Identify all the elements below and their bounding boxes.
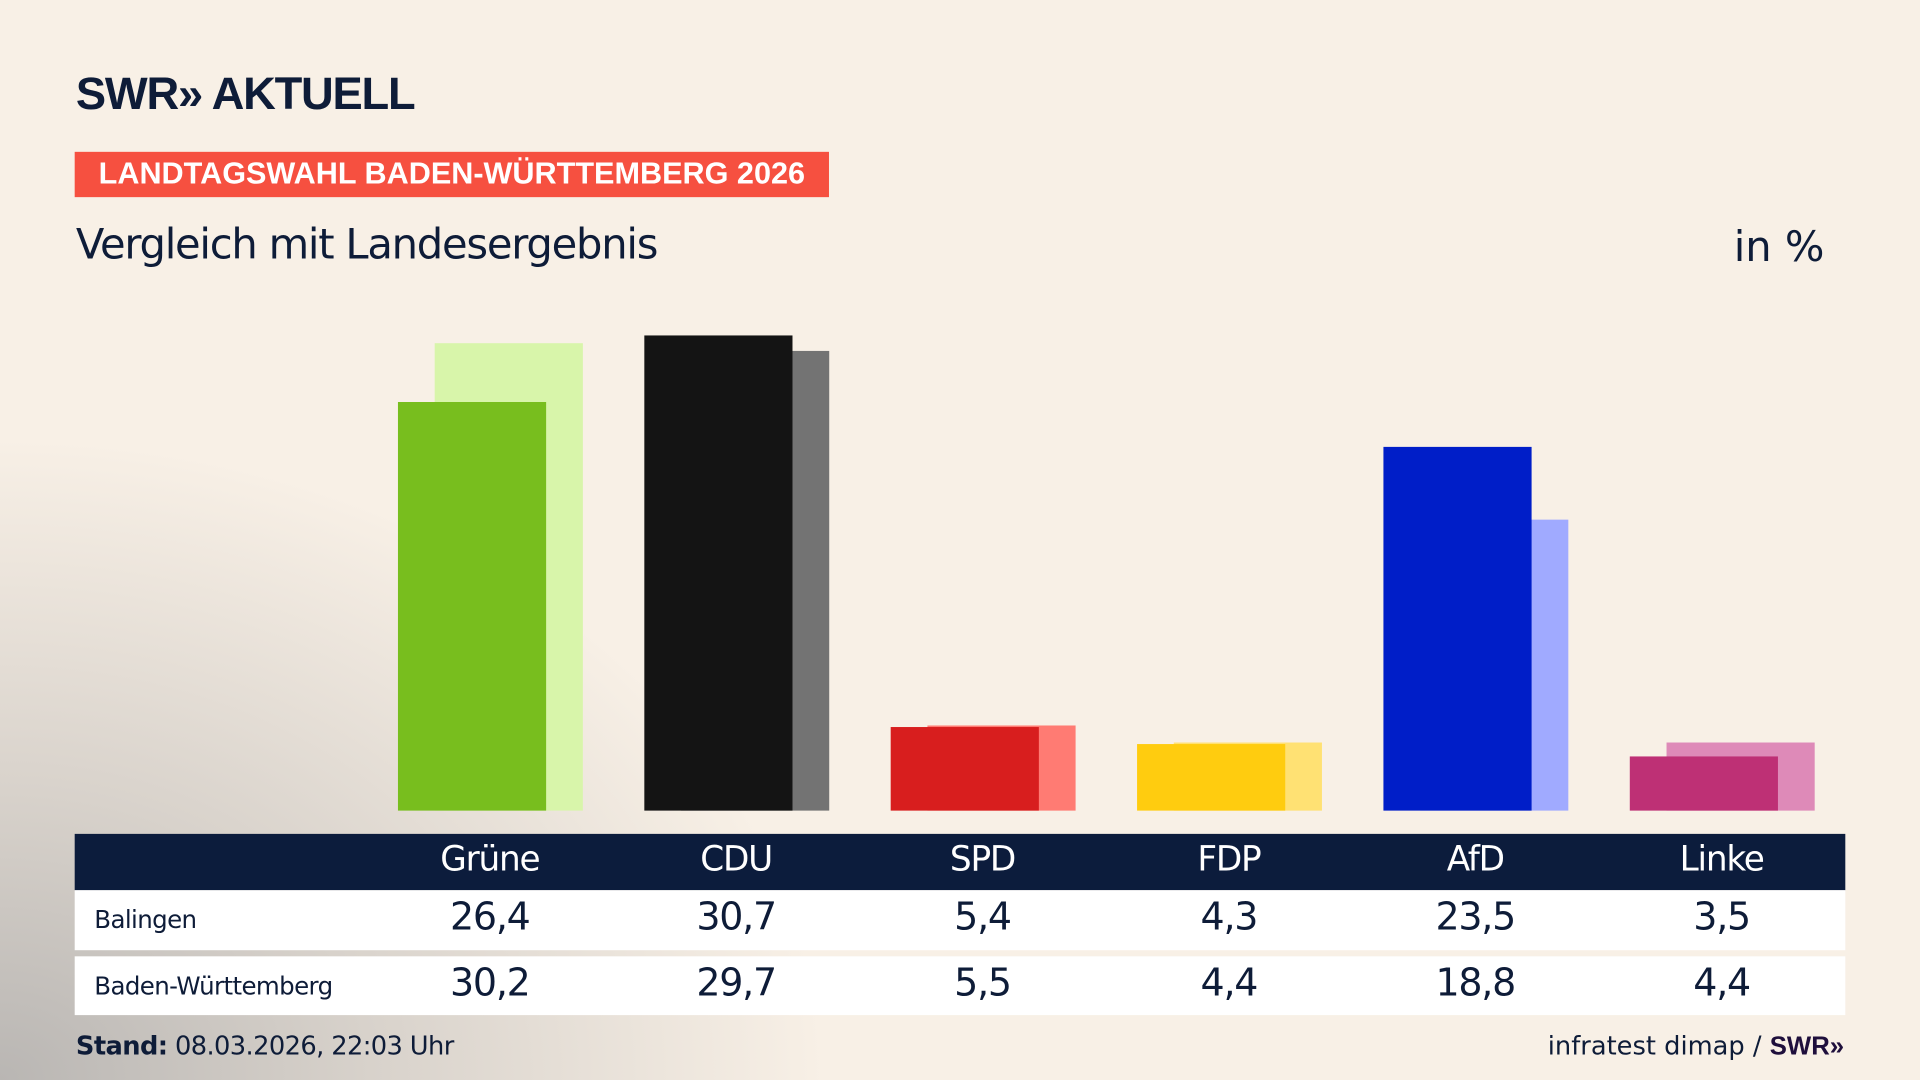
value-cell: 29,7 [696, 961, 777, 1006]
source-text: infratest dimap / [1547, 1031, 1770, 1061]
column-header: Grüne [440, 838, 540, 880]
row-label: Balingen [94, 904, 197, 935]
timestamp: Stand: 08.03.2026, 22:03 Uhr [76, 1031, 454, 1060]
value-cell: 5,5 [954, 961, 1012, 1006]
value-cell: 30,2 [449, 961, 531, 1006]
swr-logo: SWR» [1769, 1032, 1845, 1061]
table-row-baden-wuerttemberg: Baden-Württemberg 30,2 29,7 5,5 4,4 18,8 4,4 [74, 956, 1846, 1016]
column-header: CDU [700, 838, 773, 880]
stand-label: Stand: [75, 1031, 168, 1061]
value-cell: 30,7 [696, 895, 777, 940]
unit-label: in % [1733, 222, 1825, 272]
source: infratest dimap / SWR» [1548, 1031, 1844, 1062]
chart-subtitle: Vergleich mit Landesergebnis [75, 220, 658, 270]
value-cell: 5,4 [954, 895, 1012, 940]
column-header: SPD [949, 838, 1016, 880]
bar-balingen-cdu [644, 335, 793, 811]
bar-balingen-afd [1383, 446, 1532, 811]
stand-value: 08.03.2026, 22:03 Uhr [167, 1031, 454, 1061]
value-cell: 3,5 [1693, 895, 1751, 940]
value-cell: 4,3 [1200, 895, 1259, 940]
bar-balingen-grüne [397, 402, 547, 811]
column-header: FDP [1197, 838, 1261, 880]
value-cell: 18,8 [1435, 961, 1516, 1006]
value-cell: 4,4 [1200, 961, 1259, 1006]
value-cell: 26,4 [449, 895, 531, 940]
swr-aktuell-logo: SWR» AKTUELL [75, 68, 416, 119]
table-row-balingen: Balingen 26,4 30,7 5,4 4,3 23,5 3,5 [74, 890, 1846, 951]
row-label: Baden-Württemberg [94, 971, 333, 1001]
value-cell: 23,5 [1435, 895, 1516, 940]
value-cell: 4,4 [1693, 961, 1751, 1006]
column-header: AfD [1446, 838, 1505, 880]
bar-balingen-linke [1629, 756, 1778, 811]
bar-balingen-fdp [1137, 744, 1286, 811]
bar-balingen-spd [890, 727, 1039, 811]
column-header: Linke [1679, 838, 1765, 880]
table-header: Grüne CDU SPD FDP AfD Linke [74, 833, 1846, 891]
election-banner: LANDTAGSWAHL BADEN-WÜRTTEMBERG 2026 [74, 151, 829, 198]
